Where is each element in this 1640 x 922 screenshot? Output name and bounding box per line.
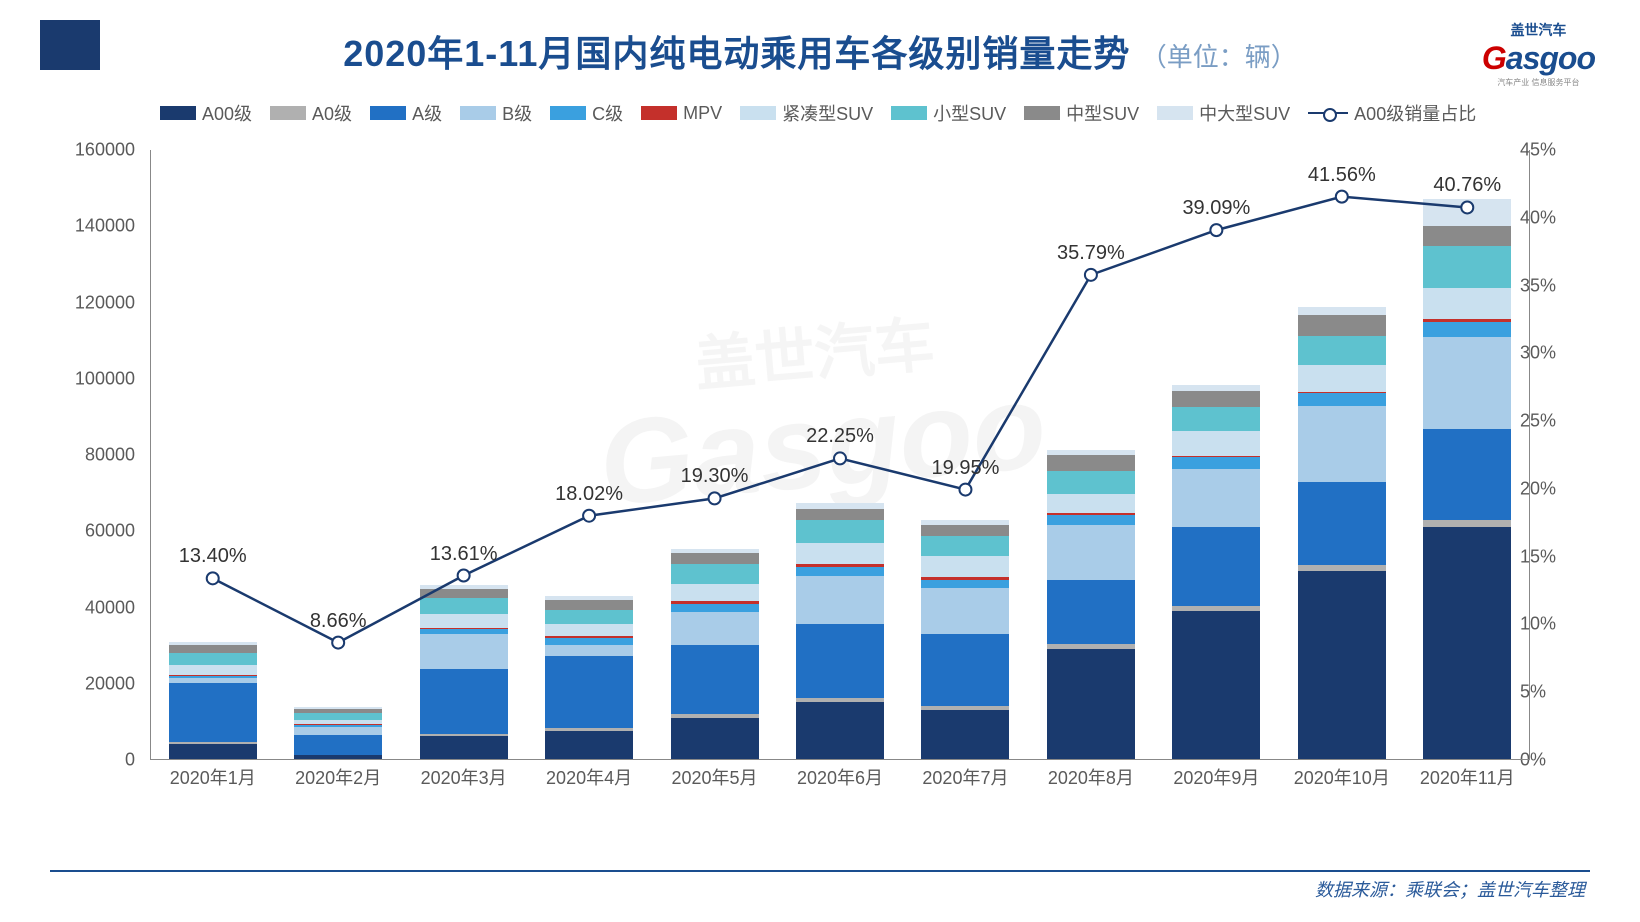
y-left-tick: 160000 xyxy=(55,140,135,161)
x-tick-label: 2020年7月 xyxy=(905,764,1025,800)
y-left-tick: 100000 xyxy=(55,368,135,389)
title-main: 2020年1-11月国内纯电动乘用车各级别销量走势 xyxy=(343,33,1130,74)
line-point-label: 19.95% xyxy=(932,457,1000,480)
legend-item: A级 xyxy=(370,100,442,126)
legend: A00级 A0级 A级 B级 C级 MPV 紧凑型SUV 小型SUV 中型SUV 中大型SUV A0… xyxy=(160,100,1580,126)
legend-item: A00级 xyxy=(160,100,252,126)
x-tick-label: 2020年1月 xyxy=(153,764,273,800)
y-right-tick: 20% xyxy=(1520,478,1600,499)
legend-item: 中型SUV xyxy=(1024,100,1139,126)
y-axis-left: 0200004000060000800001000001200001400001… xyxy=(55,150,135,760)
gasgoo-logo: 盖世汽车 Gasgoo 汽车产业 信息服务平台 xyxy=(1482,20,1595,88)
y-right-tick: 15% xyxy=(1520,546,1600,567)
legend-item: B级 xyxy=(460,100,532,126)
y-left-tick: 80000 xyxy=(55,445,135,466)
y-right-tick: 0% xyxy=(1520,750,1600,771)
y-left-tick: 0 xyxy=(55,750,135,771)
x-tick-label: 2020年10月 xyxy=(1282,764,1402,800)
y-right-tick: 45% xyxy=(1520,140,1600,161)
footer-line xyxy=(50,870,1590,872)
legend-item: A0级 xyxy=(270,100,352,126)
y-right-tick: 25% xyxy=(1520,411,1600,432)
x-tick-label: 2020年8月 xyxy=(1031,764,1151,800)
x-axis-labels: 2020年1月2020年2月2020年3月2020年4月2020年5月2020年… xyxy=(150,764,1530,800)
line-overlay xyxy=(150,150,1530,760)
line-point-label: 35.79% xyxy=(1057,242,1125,265)
line-point-label: 19.30% xyxy=(681,465,749,488)
x-tick-label: 2020年4月 xyxy=(529,764,649,800)
y-right-tick: 10% xyxy=(1520,614,1600,635)
line-point-label: 39.09% xyxy=(1182,197,1250,220)
x-tick-label: 2020年6月 xyxy=(780,764,900,800)
chart-title: 2020年1-11月国内纯电动乘用车各级别销量走势 （单位：辆） xyxy=(0,25,1640,77)
line-point-label: 40.76% xyxy=(1433,174,1501,197)
line-point-label: 13.40% xyxy=(179,545,247,568)
y-right-tick: 35% xyxy=(1520,275,1600,296)
logo-sub: 汽车产业 信息服务平台 xyxy=(1482,77,1595,88)
chart-area: 13.40% 8.66% 13.61% 18.02% 19.30% 22.25% 19.95… xyxy=(150,150,1530,760)
plot-area: 0200004000060000800001000001200001400001… xyxy=(150,150,1530,800)
y-left-tick: 140000 xyxy=(55,216,135,237)
logo-cn: 盖世汽车 xyxy=(1482,20,1595,40)
line-point-label: 22.25% xyxy=(806,425,874,448)
line-point-label: 18.02% xyxy=(555,483,623,506)
y-left-tick: 20000 xyxy=(55,673,135,694)
y-left-tick: 120000 xyxy=(55,292,135,313)
title-unit: （单位：辆） xyxy=(1141,42,1297,72)
y-axis-right: 0%5%10%15%20%25%30%35%40%45% xyxy=(1520,150,1600,760)
x-tick-label: 2020年2月 xyxy=(278,764,398,800)
legend-item: 紧凑型SUV xyxy=(740,100,873,126)
line-point-label: 13.61% xyxy=(430,543,498,566)
x-tick-label: 2020年11月 xyxy=(1407,764,1527,800)
logo-en: Gasgoo xyxy=(1482,40,1595,77)
y-right-tick: 30% xyxy=(1520,343,1600,364)
y-left-tick: 60000 xyxy=(55,521,135,542)
line-point-label: 41.56% xyxy=(1308,164,1376,187)
x-tick-label: 2020年5月 xyxy=(655,764,775,800)
legend-item: MPV xyxy=(641,100,722,126)
y-right-tick: 5% xyxy=(1520,682,1600,703)
y-left-tick: 40000 xyxy=(55,597,135,618)
legend-item: C级 xyxy=(550,100,623,126)
legend-item: 小型SUV xyxy=(891,100,1006,126)
legend-item: 中大型SUV xyxy=(1157,100,1290,126)
line-point-label: 8.66% xyxy=(310,610,367,633)
legend-item-line: A00级销量占比 xyxy=(1308,100,1476,126)
x-tick-label: 2020年9月 xyxy=(1156,764,1276,800)
y-right-tick: 40% xyxy=(1520,207,1600,228)
x-tick-label: 2020年3月 xyxy=(404,764,524,800)
footer-source: 数据来源：乘联会；盖世汽车整理 xyxy=(1315,876,1585,902)
